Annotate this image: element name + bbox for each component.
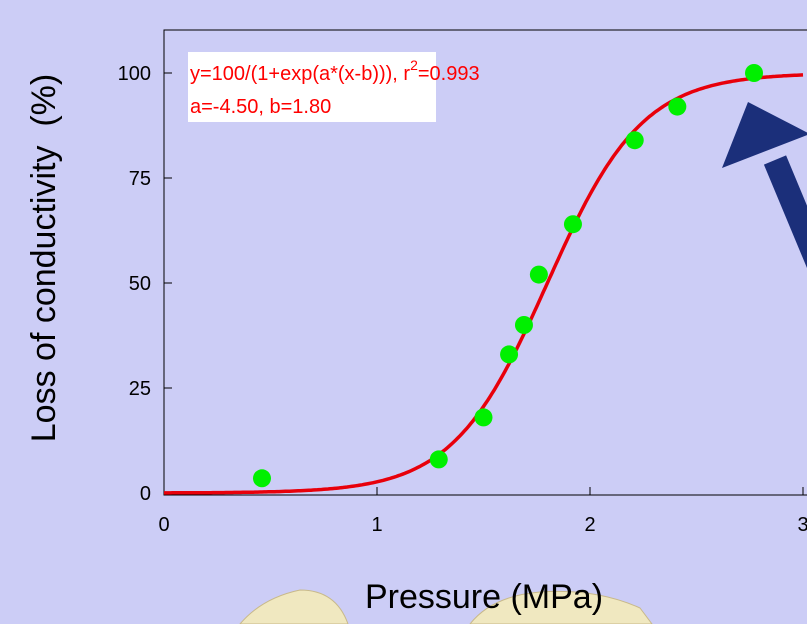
data-point	[529, 265, 548, 284]
y-tick-label: 0	[140, 483, 151, 505]
annotation-line-2: a=-4.50, b=1.80	[190, 96, 331, 118]
plot-frame	[163, 29, 807, 496]
annotation-line-1-pre: y=100/(1+exp(a*(x-b))), r	[190, 63, 410, 85]
data-point	[474, 408, 493, 427]
data-point	[514, 316, 533, 334]
y-tick-label: 50	[129, 273, 151, 295]
y-tick-label: 100	[118, 63, 151, 85]
decorative-blob-right	[469, 590, 653, 624]
data-point	[745, 64, 764, 82]
x-axis: 0 1 2 3	[158, 487, 807, 536]
data-point	[668, 97, 687, 116]
plot-area	[163, 29, 807, 496]
arrow	[722, 102, 807, 269]
fit-curve	[164, 73, 804, 495]
data-point	[252, 469, 271, 488]
decorative-blob-left	[239, 589, 349, 624]
y-axis-label: Loss of conductivity (%)	[25, 74, 63, 442]
y-tick-label: 25	[129, 378, 151, 400]
annotation-superscript: 2	[410, 57, 418, 73]
annotation-box	[188, 52, 436, 122]
y-tick-label: 75	[129, 168, 151, 190]
x-tick-label: 1	[371, 514, 382, 536]
data-point	[625, 131, 644, 150]
annotation-line-1: y=100/(1+exp(a*(x-b))), r2=0.993	[190, 57, 480, 85]
y-axis: 0 25 50 75 100	[118, 63, 172, 505]
x-axis-label: Pressure (MPa)	[365, 578, 603, 616]
arrow-head	[722, 102, 807, 168]
x-tick-label: 3	[797, 514, 807, 536]
data-point	[500, 345, 519, 364]
x-tick-label: 2	[584, 514, 595, 536]
data-point	[563, 215, 582, 234]
x-tick-label: 0	[158, 514, 169, 536]
arrow-shaft	[763, 155, 807, 269]
annotation-line-1-post: =0.993	[418, 63, 480, 85]
data-points	[252, 64, 764, 488]
data-point	[429, 450, 448, 469]
